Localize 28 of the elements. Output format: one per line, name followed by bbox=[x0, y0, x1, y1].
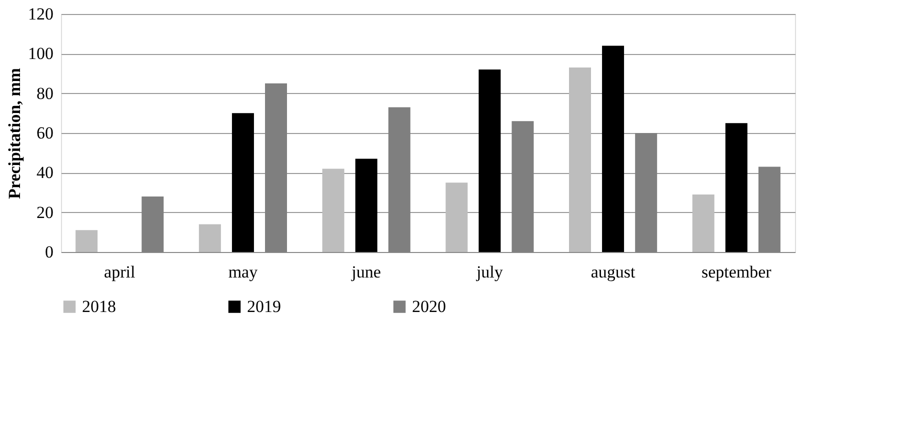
legend-label: 2019 bbox=[247, 296, 281, 316]
y-axis-title: Precipitation, mm bbox=[5, 68, 24, 199]
bar bbox=[198, 224, 221, 252]
bar bbox=[602, 46, 624, 252]
legend-label: 2020 bbox=[412, 296, 446, 316]
bar bbox=[725, 123, 748, 252]
x-tick-label: april bbox=[104, 262, 136, 282]
y-tick-label: 100 bbox=[28, 44, 54, 64]
x-tick-label: september bbox=[701, 262, 772, 282]
bar bbox=[446, 182, 468, 252]
bar bbox=[569, 68, 591, 252]
legend-label: 2018 bbox=[82, 296, 116, 316]
bar bbox=[76, 230, 98, 252]
bar bbox=[232, 113, 254, 252]
x-tick-label: may bbox=[228, 262, 258, 282]
y-tick-label: 20 bbox=[36, 202, 54, 222]
y-tick-label: 0 bbox=[45, 242, 54, 262]
x-tick-label: august bbox=[590, 262, 636, 282]
bar bbox=[322, 168, 344, 252]
x-tick-label: june bbox=[350, 262, 381, 282]
y-tick-label: 80 bbox=[36, 84, 54, 103]
x-tick-label: july bbox=[475, 262, 504, 282]
y-tick-label: 120 bbox=[28, 4, 54, 24]
bar bbox=[478, 70, 501, 252]
bar bbox=[355, 158, 378, 252]
bar bbox=[692, 194, 714, 252]
y-tick-label: 40 bbox=[36, 163, 54, 182]
y-tick-label: 60 bbox=[36, 124, 54, 142]
